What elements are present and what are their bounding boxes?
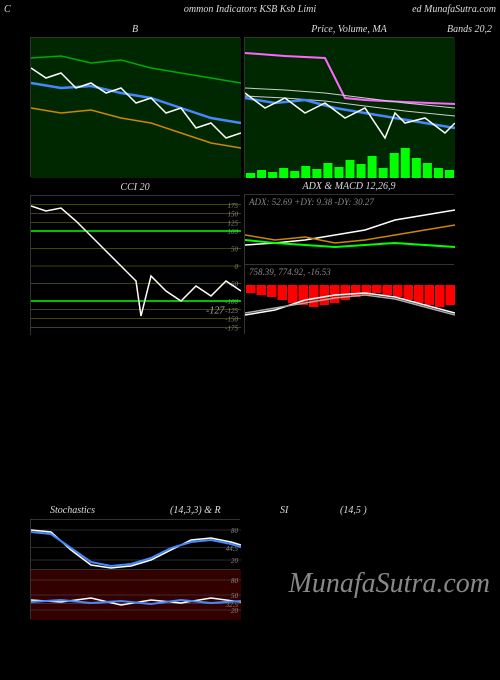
svg-text:0: 0: [235, 263, 239, 271]
macd-values: 758.39, 774.92, -16.53: [249, 267, 331, 277]
svg-text:20: 20: [231, 557, 239, 565]
adx-header-prefix: ADX: [302, 181, 324, 192]
svg-text:-125: -125: [225, 307, 238, 315]
svg-text:-100: -100: [225, 298, 238, 306]
svg-text:80: 80: [231, 577, 239, 585]
svg-text:20: 20: [231, 607, 239, 615]
stoch-params: (14,3,3) & R: [170, 505, 221, 516]
chart-stoch: 8044.520: [31, 520, 241, 570]
rsi-params: (14,5 ): [340, 505, 367, 516]
chart-rsi: 805032.520: [31, 570, 241, 620]
chart-ma: [245, 38, 455, 178]
page-header: C ommon Indicators KSB Ksb Limi ed Munaf…: [0, 0, 500, 19]
header-right: ed MunafaSutra.com: [412, 4, 496, 15]
panel-stoch: 8044.520: [30, 519, 240, 569]
chart-cci: 175150125100500-50-100-125-150-175-127: [31, 196, 241, 336]
svg-text:50: 50: [231, 592, 239, 600]
svg-text:-127: -127: [206, 305, 225, 316]
cci-title: CCI 20: [31, 182, 239, 193]
watermark: MunafaSutra.com: [289, 568, 490, 600]
svg-text:150: 150: [228, 211, 239, 219]
svg-text:50: 50: [231, 246, 239, 254]
header-center: ommon Indicators KSB Ksb Limi: [184, 4, 316, 15]
svg-text:-175: -175: [225, 324, 238, 332]
panel-adx: ADX: 52.69 +DY: 9.38 -DY: 30.27: [244, 194, 454, 264]
panel-cci: CCI 20 175150125100500-50-100-125-150-17…: [30, 195, 240, 335]
panel-macd: 758.39, 774.92, -16.53: [244, 264, 454, 334]
svg-text:100: 100: [228, 228, 239, 236]
adx-values: ADX: 52.69 +DY: 9.38 -DY: 30.27: [249, 197, 374, 207]
panel-ma: Price, Volume, MA: [244, 37, 454, 177]
stoch-title: Stochastics: [50, 505, 95, 516]
chart-bb: [31, 38, 241, 178]
svg-text:80: 80: [231, 527, 239, 535]
header-left: C: [4, 4, 11, 15]
bb-title: B: [31, 24, 239, 35]
bands-label: Bands 20,2: [447, 24, 492, 35]
svg-text:175: 175: [228, 202, 239, 210]
svg-text:125: 125: [228, 219, 239, 227]
panel-bb: B: [30, 37, 240, 177]
panel-rsi: 805032.520: [30, 569, 240, 619]
svg-text:-150: -150: [225, 316, 238, 324]
adx-macd-label: & MACD 12,26,9: [324, 181, 395, 192]
ma-title: Price, Volume, MA: [245, 24, 453, 35]
rsi-title: SI: [280, 505, 288, 516]
